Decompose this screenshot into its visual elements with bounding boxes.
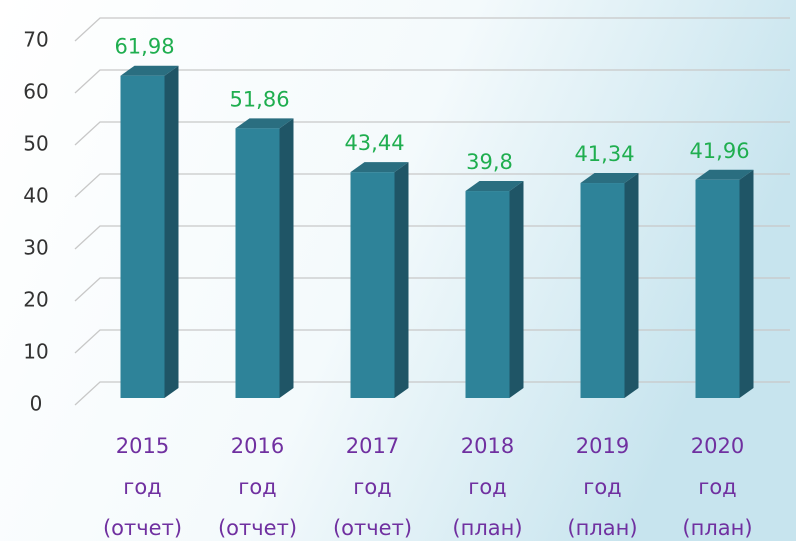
bar-top (465, 181, 524, 192)
bar-top (350, 162, 409, 173)
bar (695, 179, 740, 398)
y-tick-label: 20 (23, 288, 48, 312)
value-label: 43,44 (344, 131, 404, 155)
bar-side (509, 181, 524, 398)
x-tick-label: 2015 год (отчет) (103, 434, 182, 540)
bar-side (739, 169, 754, 398)
bar (120, 75, 165, 398)
y-tick-label: 0 (30, 392, 43, 416)
x-tick-label-line: 2015 (116, 434, 169, 458)
x-tick-label-line: год (353, 475, 391, 499)
x-tick-label-line: (план) (682, 516, 752, 540)
bar (465, 191, 510, 398)
value-label: 41,34 (574, 142, 634, 166)
x-tick-label: 2019 год (план) (567, 434, 637, 540)
bar-top (695, 169, 754, 180)
x-tick-label-line: 2017 (346, 434, 399, 458)
x-tick-label-line: 2019 (576, 434, 629, 458)
bar (580, 183, 625, 398)
x-tick-label-line: 2018 (461, 434, 514, 458)
value-label: 39,8 (466, 150, 513, 174)
value-label: 61,98 (114, 35, 174, 59)
x-tick-label: 2018 год (план) (452, 434, 522, 540)
y-tick-label: 50 (23, 132, 48, 156)
y-tick-label: 10 (23, 340, 48, 364)
bar-side (624, 173, 639, 398)
y-tick-label: 60 (23, 80, 48, 104)
x-tick-label-line: год (238, 475, 276, 499)
bar-top (580, 173, 639, 184)
y-tick-label: 30 (23, 236, 48, 260)
y-tick-label: 70 (23, 28, 48, 52)
grid-line (74, 121, 790, 146)
value-label: 41,96 (689, 139, 749, 163)
y-tick-label: 40 (23, 184, 48, 208)
x-tick-label-line: год (698, 475, 736, 499)
bar-side (279, 118, 294, 398)
bar-top (235, 118, 294, 129)
x-tick-label-line: (план) (567, 516, 637, 540)
value-label: 51,86 (229, 87, 289, 111)
x-tick-label-line: год (468, 475, 506, 499)
x-tick-label: 2016 год (отчет) (218, 434, 297, 540)
x-tick-label: 2017 год (отчет) (333, 434, 412, 540)
grid-line (74, 225, 790, 250)
x-tick-label: 2020 год (план) (682, 434, 752, 540)
grid-line (74, 17, 790, 42)
bar-side (164, 65, 179, 398)
bar-side (394, 162, 409, 398)
bar (235, 128, 280, 398)
x-tick-label-line: (план) (452, 516, 522, 540)
grid-line (74, 329, 790, 354)
grid-line (74, 69, 790, 94)
x-tick-label-line: (отчет) (103, 516, 182, 540)
x-tick-label-line: 2016 (231, 434, 284, 458)
x-tick-label-line: (отчет) (333, 516, 412, 540)
x-tick-label-line: 2020 (691, 434, 744, 458)
grid-line (74, 381, 790, 406)
bar (350, 172, 395, 398)
x-tick-label-line: год (583, 475, 621, 499)
grid-line (74, 173, 790, 198)
x-tick-label-line: (отчет) (218, 516, 297, 540)
x-tick-label-line: год (123, 475, 161, 499)
bar-top (120, 65, 179, 76)
grid-line (74, 277, 790, 302)
